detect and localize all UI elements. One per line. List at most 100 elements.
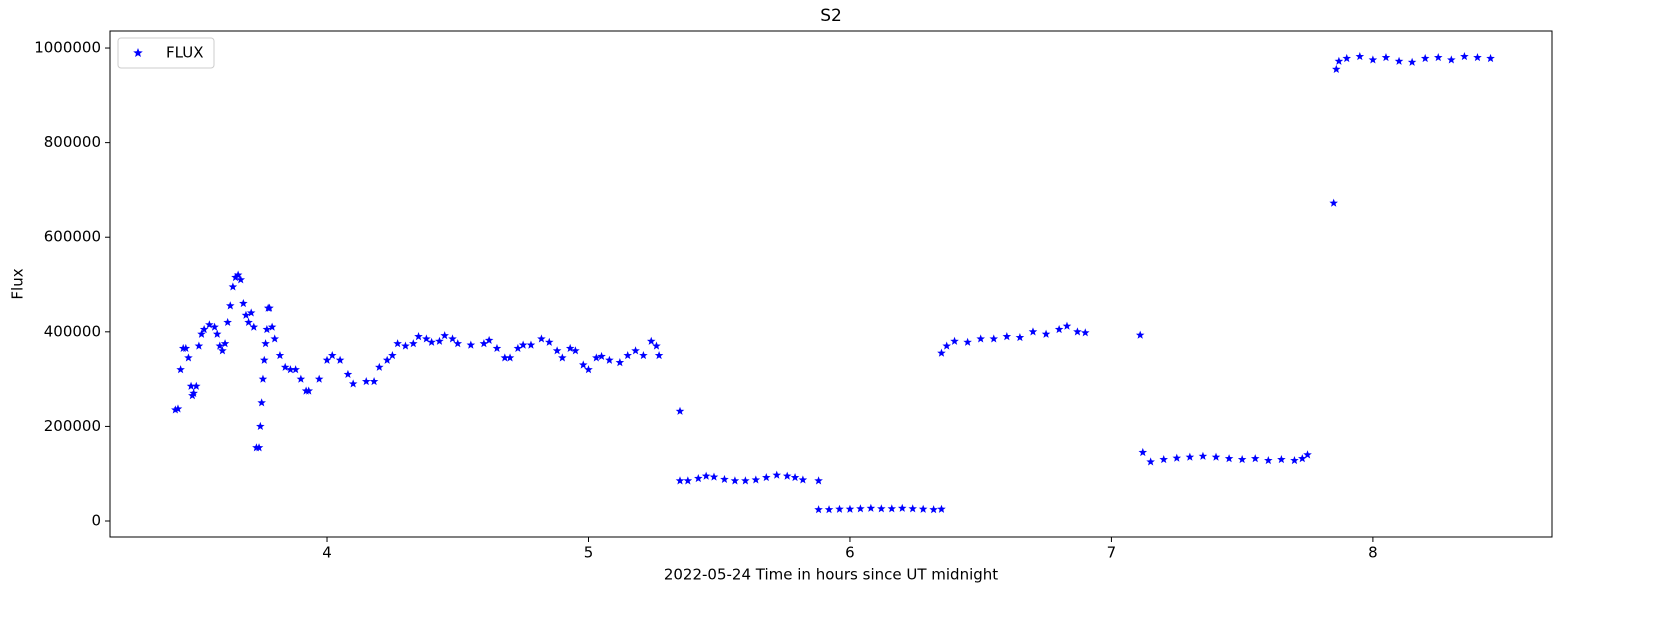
data-point [1447, 55, 1456, 64]
data-point [918, 504, 928, 513]
y-tick-label: 0 [91, 512, 101, 530]
data-point [254, 443, 264, 452]
y-tick-label: 400000 [44, 322, 101, 340]
data-point [1172, 453, 1182, 462]
data-point [694, 473, 703, 483]
data-point [259, 355, 269, 364]
data-point [1486, 53, 1495, 63]
data-point [615, 358, 625, 367]
data-point [571, 346, 580, 355]
data-point [176, 365, 185, 374]
data-point [605, 355, 614, 364]
data-point [435, 336, 444, 345]
y-tick-label: 800000 [44, 133, 101, 151]
data-point [422, 334, 431, 343]
data-point [1381, 52, 1391, 62]
x-tick-label: 5 [584, 544, 594, 562]
data-point [782, 471, 792, 480]
data-point [950, 336, 959, 345]
data-point [1303, 450, 1312, 459]
y-tick-label: 600000 [44, 228, 101, 246]
data-point [1054, 324, 1064, 334]
data-point [226, 301, 235, 310]
data-point [492, 343, 502, 353]
data-point [382, 355, 392, 364]
data-point [192, 381, 201, 390]
data-point [1334, 56, 1344, 65]
data-point [215, 341, 225, 350]
data-point [484, 335, 494, 344]
data-point [709, 472, 719, 481]
data-point [565, 343, 575, 353]
data-point [1237, 455, 1247, 464]
data-point [683, 476, 693, 485]
data-point [558, 353, 567, 362]
data-point [335, 355, 345, 364]
data-point [929, 505, 938, 514]
data-point [223, 317, 232, 326]
data-point [741, 476, 750, 485]
data-point [513, 343, 523, 353]
x-tick-label: 8 [1368, 544, 1378, 562]
data-point [249, 322, 259, 331]
data-point [1290, 455, 1299, 465]
data-point [730, 476, 740, 485]
data-point [1002, 332, 1012, 341]
data-point [1264, 455, 1273, 465]
data-point [210, 322, 219, 331]
data-point [401, 341, 410, 350]
data-point [375, 362, 384, 371]
data-point [236, 275, 246, 284]
data-point [877, 504, 886, 513]
data-point [646, 336, 656, 345]
y-axis-label: Flux [9, 268, 27, 299]
data-point [241, 310, 251, 319]
data-point [544, 337, 554, 346]
data-point [1135, 330, 1145, 339]
data-point [314, 374, 324, 383]
data-point [623, 350, 632, 360]
data-point [1407, 57, 1417, 66]
data-point [280, 362, 290, 371]
data-point [1420, 53, 1430, 63]
data-point [233, 270, 243, 279]
data-point [654, 350, 664, 360]
data-point [388, 350, 397, 360]
x-tick-label: 4 [322, 544, 332, 562]
data-point [584, 365, 593, 374]
data-point [751, 475, 761, 484]
data-point [942, 341, 951, 350]
data-point [257, 398, 266, 407]
data-point [348, 379, 358, 388]
data-point [1198, 451, 1208, 460]
data-point [256, 421, 265, 431]
x-tick-label: 6 [845, 544, 855, 562]
data-point [1329, 198, 1338, 207]
data-point [262, 324, 272, 334]
data-point [1015, 332, 1025, 342]
data-point [652, 341, 661, 350]
data-point [453, 339, 463, 348]
data-point [231, 272, 240, 282]
data-point [989, 334, 999, 343]
chart-title: S2 [820, 6, 842, 26]
legend-box [117, 37, 215, 69]
data-point [199, 324, 209, 334]
data-point [762, 473, 771, 482]
x-axis-label: 2022-05-24 Time in hours since UT midnig… [664, 566, 998, 584]
data-point [675, 406, 685, 415]
data-point [220, 339, 230, 348]
x-tick-label: 7 [1107, 544, 1117, 562]
data-point [1146, 457, 1155, 466]
data-point [937, 348, 946, 357]
y-tick-label: 200000 [44, 417, 101, 435]
data-point [1073, 327, 1082, 336]
data-point [1028, 327, 1038, 336]
data-point [835, 504, 844, 513]
data-point [526, 340, 536, 349]
data-point [270, 334, 280, 343]
data-point [409, 339, 418, 348]
data-point [500, 353, 510, 362]
data-point [675, 476, 685, 485]
